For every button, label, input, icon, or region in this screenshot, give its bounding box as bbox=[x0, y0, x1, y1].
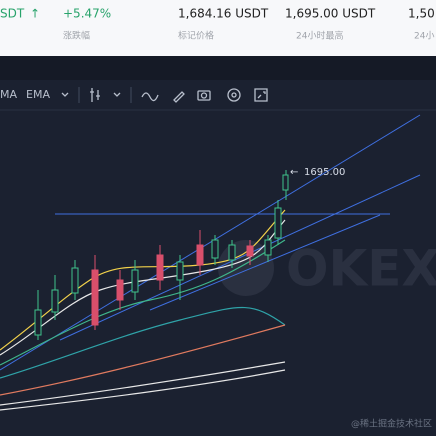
shape bbox=[91, 230, 254, 330]
shape bbox=[34, 170, 289, 340]
next-value: 1,50 bbox=[408, 7, 435, 21]
header-bg bbox=[0, 0, 436, 56]
high-24h: 1,695.00 USDT bbox=[285, 7, 376, 21]
next-label: 24小 bbox=[414, 31, 434, 42]
ma-line bbox=[0, 239, 286, 366]
change: +5.47% bbox=[63, 7, 111, 21]
ma-line bbox=[0, 369, 286, 411]
candle-part bbox=[176, 261, 184, 281]
candle-part bbox=[282, 174, 289, 191]
settings-core bbox=[231, 92, 237, 98]
mark-price: 1,684.16 USDT bbox=[178, 7, 269, 21]
candle-part bbox=[228, 244, 236, 261]
camera-icon[interactable] bbox=[197, 90, 211, 101]
ma-line bbox=[0, 361, 286, 406]
candle-part bbox=[91, 269, 99, 326]
line-icon[interactable] bbox=[141, 92, 159, 102]
candle-part bbox=[116, 279, 124, 301]
trend-line bbox=[149, 214, 381, 311]
credit: @稀土掘金技术社区 bbox=[351, 418, 432, 430]
trend-line bbox=[0, 114, 421, 371]
candle-part bbox=[156, 254, 164, 281]
candle-part bbox=[196, 244, 204, 266]
fullscreen-icon[interactable] bbox=[254, 88, 268, 102]
trend-lines bbox=[0, 114, 421, 371]
candle-part bbox=[71, 267, 79, 294]
candle-part bbox=[51, 289, 59, 313]
moving-averages bbox=[0, 209, 286, 411]
up-arrow: ↑ bbox=[30, 7, 40, 21]
draw-icon[interactable] bbox=[173, 91, 185, 103]
candles bbox=[34, 170, 289, 340]
camera-lens bbox=[200, 92, 208, 99]
toolbar-ema[interactable]: EMA bbox=[26, 88, 50, 101]
candle-part bbox=[246, 245, 254, 257]
toolbar-icons bbox=[61, 87, 268, 103]
price-arrow: ← bbox=[290, 167, 298, 178]
ma-line bbox=[0, 324, 286, 396]
watermark: OKEX bbox=[286, 240, 436, 298]
candle-part bbox=[264, 239, 272, 256]
spacer bbox=[0, 56, 436, 80]
pair: SDT bbox=[0, 7, 25, 21]
price-label: 1695.00 bbox=[304, 167, 345, 178]
toolbar-ma[interactable]: MA bbox=[0, 88, 17, 101]
ma-line bbox=[0, 307, 286, 379]
mark-price-label: 标记价格 bbox=[178, 30, 214, 42]
ma-line bbox=[0, 219, 286, 356]
candle-part bbox=[131, 269, 139, 293]
candle-icon[interactable] bbox=[90, 88, 100, 102]
change-label: 涨跌幅 bbox=[63, 30, 90, 42]
dropdown[interactable] bbox=[61, 92, 69, 97]
dropdown[interactable] bbox=[113, 92, 121, 97]
high-24h-label: 24小时最高 bbox=[296, 30, 343, 42]
settings-icon[interactable] bbox=[227, 88, 241, 102]
candle-part bbox=[211, 239, 219, 259]
candle-part bbox=[274, 207, 282, 239]
candle-part bbox=[34, 309, 42, 336]
trend-line bbox=[59, 174, 421, 341]
